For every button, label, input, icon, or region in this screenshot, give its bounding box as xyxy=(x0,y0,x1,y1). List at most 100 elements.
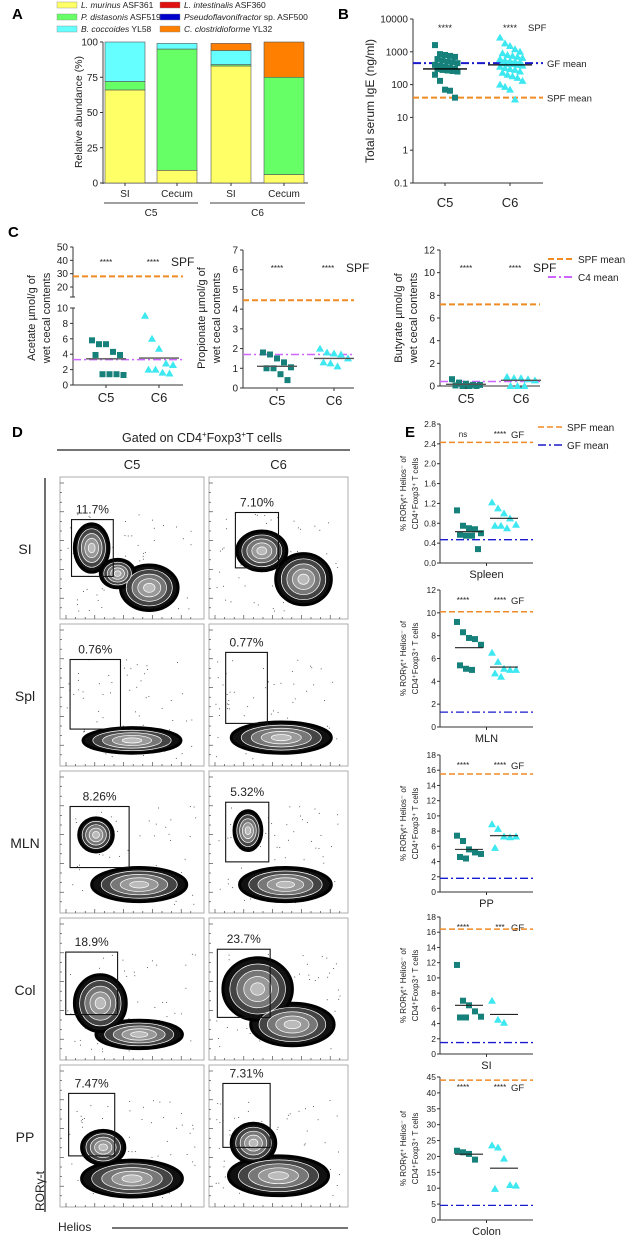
event-dot xyxy=(297,550,299,552)
y-tick-label: 7 xyxy=(232,246,238,257)
data-point-square xyxy=(452,382,459,389)
event-dot xyxy=(243,715,245,717)
x-axis-label: Helios xyxy=(58,1220,91,1234)
event-dot xyxy=(115,820,117,822)
data-point-triangle xyxy=(503,524,511,532)
data-point-square xyxy=(442,86,448,93)
event-dot xyxy=(191,745,193,747)
event-dot xyxy=(155,865,157,867)
significance-suffix: GF xyxy=(511,1083,524,1094)
y-tick-label: 8 xyxy=(431,631,436,641)
bar-segment xyxy=(210,50,252,65)
event-dot xyxy=(310,840,312,842)
data-point-triangle xyxy=(506,85,514,93)
event-dot xyxy=(256,514,258,516)
density-contour xyxy=(92,831,100,839)
event-dot xyxy=(193,806,195,808)
event-dot xyxy=(135,711,137,713)
event-dot xyxy=(338,1174,340,1176)
event-dot xyxy=(293,831,295,833)
event-dot xyxy=(338,1151,340,1153)
significance-marker: **** xyxy=(100,258,112,267)
event-dot xyxy=(174,903,176,905)
reference-line-label: GF mean xyxy=(547,59,587,70)
event-dot xyxy=(142,555,144,557)
event-dot xyxy=(148,820,150,822)
event-dot xyxy=(78,864,80,866)
y-tick-label: 16 xyxy=(427,765,437,775)
event-dot xyxy=(98,854,100,856)
data-point-square xyxy=(449,59,456,66)
event-dot xyxy=(303,859,305,861)
tissue-label: PP xyxy=(479,898,494,910)
y-tick-label: 1 xyxy=(232,364,238,375)
event-dot xyxy=(131,535,133,537)
significance-marker: **** xyxy=(494,1083,506,1092)
event-dot xyxy=(229,1134,231,1136)
gate-box xyxy=(225,801,270,863)
data-point-square xyxy=(117,351,123,358)
data-point-square xyxy=(449,67,456,74)
event-dot xyxy=(321,956,323,958)
event-dot xyxy=(142,724,144,726)
event-dot xyxy=(88,609,90,611)
event-dot xyxy=(97,1043,99,1045)
event-dot xyxy=(125,520,127,522)
data-point-triangle xyxy=(517,374,525,382)
y-tick-label: 4 xyxy=(431,676,436,686)
y-tick-label: 20 xyxy=(427,1151,437,1161)
event-dot xyxy=(124,970,126,972)
event-dot xyxy=(143,673,145,675)
data-point-square xyxy=(89,337,95,344)
y-tick-label: 12 xyxy=(424,246,436,257)
event-dot xyxy=(143,552,145,554)
event-dot xyxy=(172,720,174,722)
event-dot xyxy=(75,818,77,820)
event-dot xyxy=(128,1150,130,1152)
y-tick-label: 50 xyxy=(57,243,69,254)
event-dot xyxy=(319,529,321,531)
significance-marker: **** xyxy=(457,923,469,932)
y-axis-label: % RORγt⁺ Helios⁻ of xyxy=(399,947,408,1023)
data-point-square xyxy=(432,61,438,68)
significance-suffix: SPF xyxy=(346,261,369,275)
event-dot xyxy=(177,608,179,610)
legend-swatch xyxy=(56,25,78,33)
event-dot xyxy=(314,980,316,982)
event-dot xyxy=(92,1193,94,1195)
data-point-square xyxy=(277,371,284,378)
gate-box xyxy=(69,805,130,869)
y-tick-label: 6 xyxy=(431,841,436,851)
bar-segment xyxy=(263,76,305,175)
data-point-triangle xyxy=(491,669,499,677)
event-dot xyxy=(240,867,242,869)
data-point-triangle xyxy=(513,73,522,81)
event-dot xyxy=(222,684,224,686)
legend-swatch xyxy=(56,13,78,21)
event-dot xyxy=(189,836,191,838)
event-dot xyxy=(66,707,68,709)
density-contour xyxy=(270,734,292,742)
column-label: C6 xyxy=(270,457,287,472)
data-point-triangle xyxy=(494,657,502,665)
event-dot xyxy=(226,703,228,705)
gate-percentage: 0.77% xyxy=(230,635,264,649)
event-dot xyxy=(303,1144,305,1146)
y-tick-label: 2 xyxy=(431,699,436,709)
event-dot xyxy=(74,1040,76,1042)
data-point-square xyxy=(478,850,484,857)
y-tick-label: 0 xyxy=(232,384,238,395)
event-dot xyxy=(82,1118,84,1120)
event-dot xyxy=(339,995,341,997)
y-tick-label: 5 xyxy=(232,285,238,296)
event-dot xyxy=(102,1117,104,1119)
event-dot xyxy=(162,525,164,527)
significance-marker: **** xyxy=(438,23,453,33)
event-dot xyxy=(101,607,103,609)
event-dot xyxy=(326,725,328,727)
legend-entry: P. distasonis ASF519 xyxy=(81,12,161,22)
y-axis-label: % RORγt⁺ Helios⁻ of xyxy=(399,455,408,531)
event-dot xyxy=(249,898,251,900)
y-tick-label: 0 xyxy=(429,382,435,393)
event-dot xyxy=(228,704,230,706)
